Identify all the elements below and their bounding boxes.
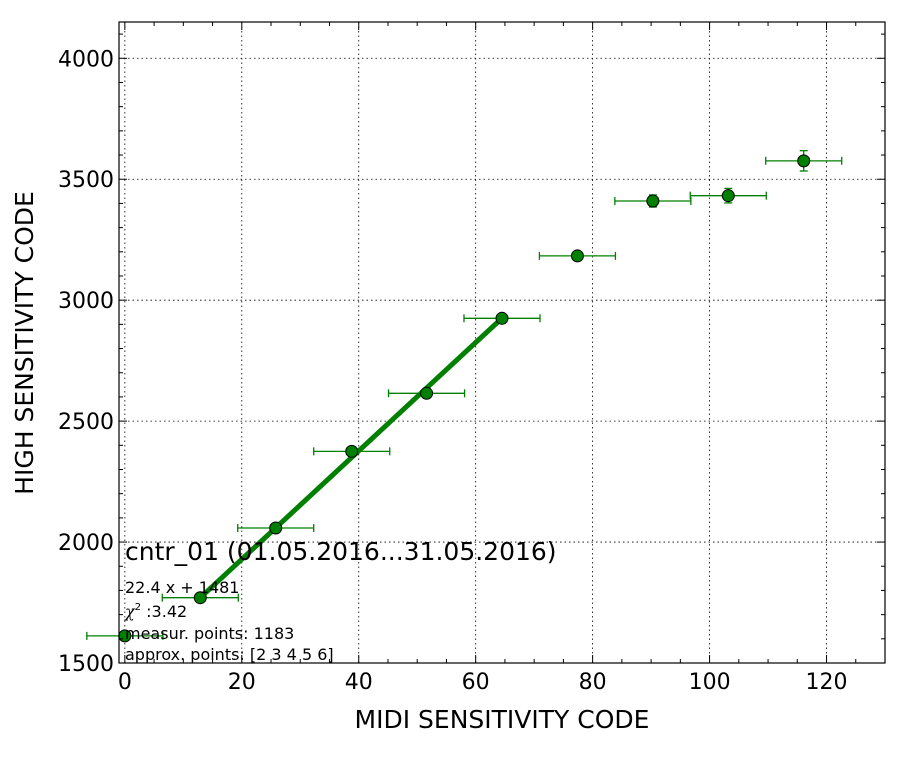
x-tick-label: 120 bbox=[806, 670, 848, 695]
y-tick-label: 2000 bbox=[58, 531, 114, 556]
data-point bbox=[614, 194, 692, 208]
y-tick-label: 3000 bbox=[58, 289, 114, 314]
x-tick-label: 20 bbox=[228, 670, 256, 695]
chi2-value: :3.42 bbox=[141, 602, 187, 621]
x-tick-label: 0 bbox=[118, 670, 132, 695]
annotation-chi2: χ2 :3.42 bbox=[124, 602, 187, 621]
fit-line bbox=[198, 316, 504, 600]
x-tick-label: 80 bbox=[579, 670, 607, 695]
marker bbox=[797, 154, 811, 168]
chi2-symbol: χ bbox=[124, 602, 136, 621]
x-axis-label: MIDI SENSITIVITY CODE bbox=[355, 705, 650, 734]
annotation-approx-points: approx. points: [2 3 4 5 6] bbox=[125, 645, 334, 664]
plot-frame bbox=[118, 21, 886, 664]
y-tick-label: 1500 bbox=[58, 652, 114, 677]
x-tick-label: 60 bbox=[462, 670, 490, 695]
annotation-equation: 22.4 x + 1481 bbox=[125, 578, 239, 597]
y-axis-label: HIGH SENSITIVITY CODE bbox=[10, 191, 39, 495]
marker bbox=[570, 249, 584, 263]
data-point bbox=[161, 591, 239, 605]
data-point bbox=[237, 521, 315, 535]
annotation-title: cntr_01 (01.05.2016...31.05.2016) bbox=[125, 537, 557, 566]
fit-layer bbox=[198, 316, 504, 600]
data-point bbox=[538, 249, 617, 263]
ticks: 0 20 40 60 80 100 120 1500 2000 2500 3000 3500 4000 bbox=[58, 22, 886, 695]
data-point bbox=[463, 311, 541, 325]
data-point bbox=[765, 150, 843, 172]
marker bbox=[420, 386, 434, 400]
x-tick-label: 40 bbox=[345, 670, 373, 695]
y-tick-label: 3500 bbox=[58, 168, 114, 193]
annotations: cntr_01 (01.05.2016...31.05.2016) 22.4 x… bbox=[124, 537, 557, 664]
marker bbox=[495, 311, 509, 325]
marker bbox=[269, 521, 283, 535]
y-tick-label: 2500 bbox=[58, 410, 114, 435]
marker bbox=[193, 591, 207, 605]
y-tick-label: 4000 bbox=[58, 47, 114, 72]
marker bbox=[721, 189, 735, 203]
marker bbox=[345, 444, 359, 458]
data-point bbox=[387, 386, 466, 400]
chi2-power: 2 bbox=[135, 602, 141, 613]
data-point bbox=[689, 187, 767, 204]
marker bbox=[646, 194, 660, 208]
data-point bbox=[313, 444, 391, 458]
points-layer bbox=[86, 150, 843, 643]
annotation-measur-points: measur. points: 1183 bbox=[125, 624, 294, 643]
x-tick-label: 100 bbox=[689, 670, 731, 695]
